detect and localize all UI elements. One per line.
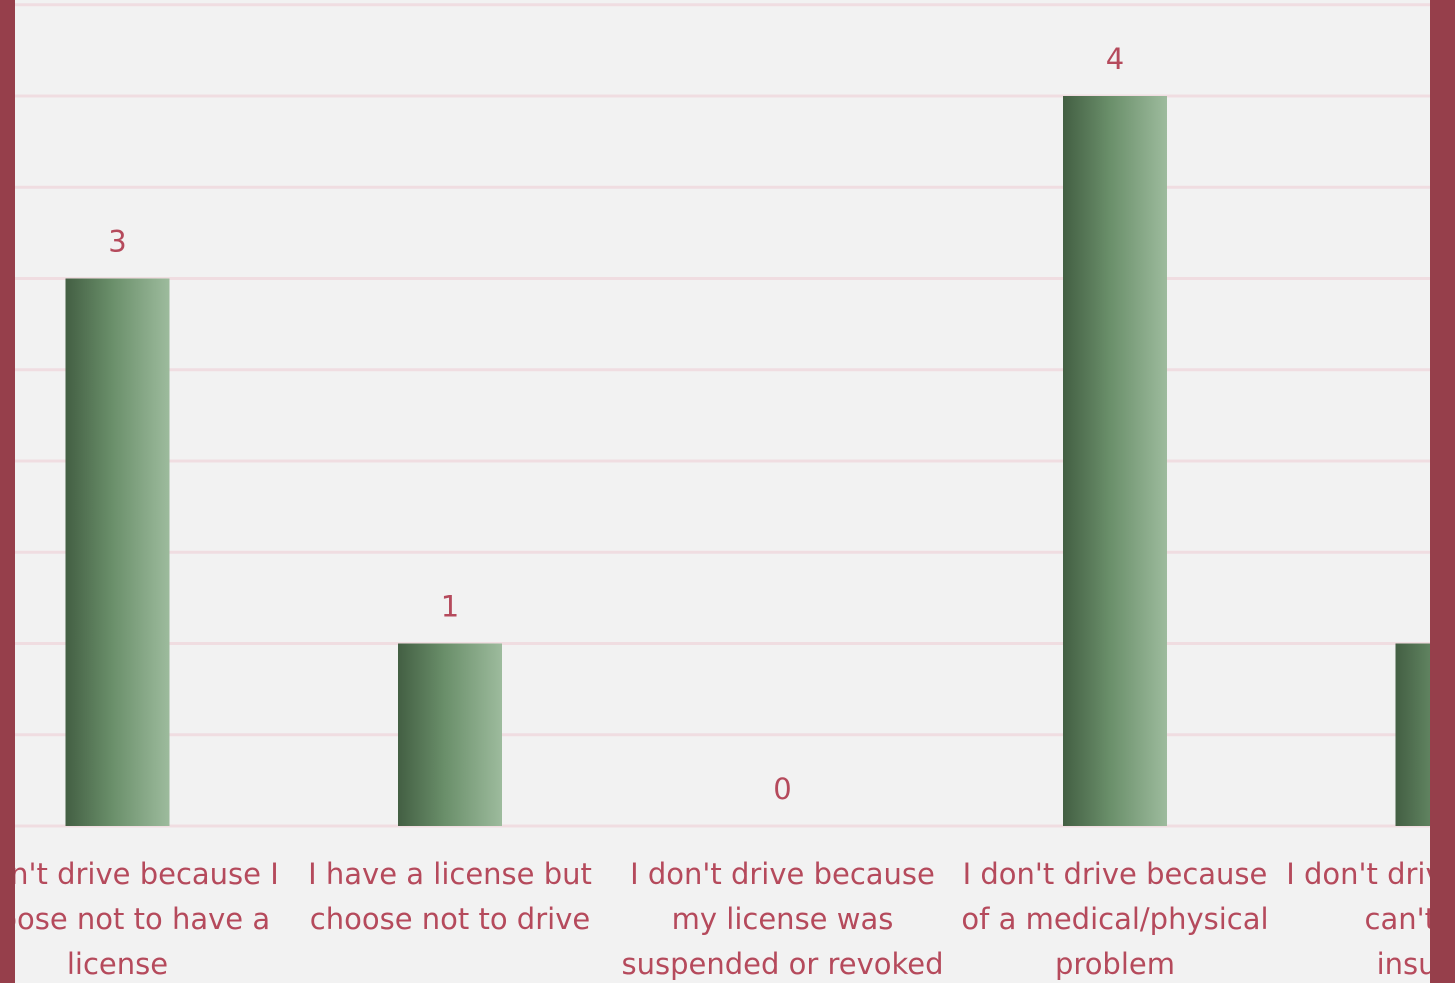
gridlines	[15, 3, 1430, 828]
category-label: I don't drive because I	[1286, 857, 1430, 891]
category-labels: I don't drive because I choose not to hav…	[15, 857, 1430, 981]
data-label: 0	[773, 772, 791, 806]
data-label: 1	[441, 590, 459, 624]
data-label: 4	[1106, 42, 1124, 76]
category-label: choose not to have a	[15, 902, 270, 936]
category-label: I don't drive because	[963, 857, 1268, 891]
bar	[65, 278, 170, 826]
bar-chart: 3 1 0 4 I don't drive because I choose not t…	[15, 3, 1430, 981]
category-label: problem	[1055, 947, 1175, 981]
bars	[65, 96, 1430, 826]
data-labels: 3 1 0 4	[108, 42, 1124, 806]
category-label: insurance	[1377, 947, 1430, 981]
category-label: my license was	[672, 902, 894, 936]
data-label: 3	[108, 225, 126, 259]
category-label: I have a license but	[308, 857, 592, 891]
category-label: suspended or revoked	[621, 947, 943, 981]
category-label: I don't drive because I	[15, 857, 279, 891]
bar	[1395, 643, 1430, 826]
bar	[1063, 96, 1167, 826]
category-label: I don't drive because	[630, 857, 935, 891]
plot-area: 3 1 0 4 I don't drive because I choose not t…	[15, 0, 1430, 983]
category-label: license	[67, 947, 168, 981]
category-label: can't afford	[1365, 902, 1430, 936]
category-label: of a medical/physical	[961, 902, 1268, 936]
category-label: choose not to drive	[310, 902, 590, 936]
bar	[398, 643, 502, 826]
